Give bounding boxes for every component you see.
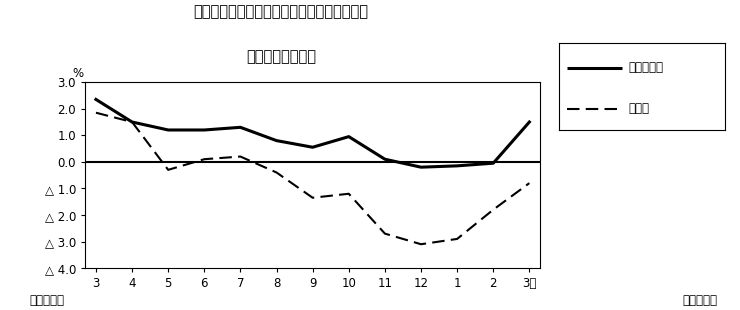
Text: 平成２４年: 平成２４年 bbox=[683, 294, 718, 307]
Text: %: % bbox=[73, 67, 84, 80]
Text: 第３図　常用雇用指数　対前年同月比の推移: 第３図 常用雇用指数 対前年同月比の推移 bbox=[194, 5, 369, 20]
Text: 調査産業計: 調査産業計 bbox=[629, 61, 664, 74]
Text: （規樯５人以上）: （規樯５人以上） bbox=[246, 50, 316, 64]
Text: 平成２３年: 平成２３年 bbox=[30, 294, 64, 307]
Text: 製造業: 製造業 bbox=[629, 102, 650, 115]
